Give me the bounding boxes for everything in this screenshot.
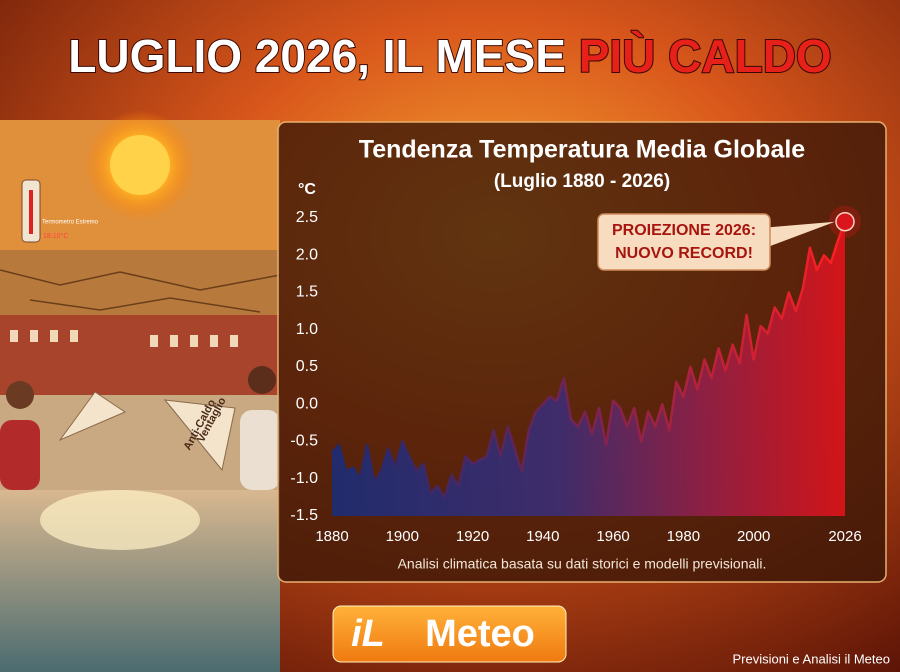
y-tick-label: 2.0 (296, 246, 318, 263)
callout-text: NUOVO RECORD! (615, 245, 753, 262)
record-point (835, 211, 855, 232)
logo-box (332, 605, 567, 663)
y-tick-label: 2.5 (296, 209, 318, 226)
callout-box (597, 213, 771, 271)
x-tick-label: 2000 (737, 528, 770, 545)
area (332, 221, 845, 516)
callout-pointer (760, 221, 835, 248)
logo-name: Meteo (425, 613, 535, 655)
photo (0, 110, 281, 672)
x-tick-label: 2026 (828, 528, 861, 545)
thermometer-reading: 18:10°C (43, 232, 68, 240)
callout-text: PROIEZIONE 2026: (612, 222, 756, 239)
y-tick-label: -0.5 (290, 433, 318, 450)
logo-prefix: iL (351, 613, 385, 655)
y-tick-label: -1.5 (290, 507, 318, 524)
title-highlight: PIÙ CALDO (579, 30, 832, 82)
x-tick-label: 1940 (526, 528, 559, 545)
title-main: LUGLIO 2026, IL MESE (68, 30, 566, 82)
page-title: LUGLIO 2026, IL MESE PIÙ CALDO (68, 30, 831, 82)
chart-title: Tendenza Temperatura Media Globale (359, 136, 805, 164)
y-tick-label: 0.0 (296, 395, 318, 412)
x-tick-label: 1900 (386, 528, 419, 545)
line (331, 221, 847, 499)
chart: Tendenza Temperatura Media Globale (Lugl… (290, 136, 861, 572)
y-tick-label: 0.5 (296, 358, 318, 375)
x-tick-label: 1960 (596, 528, 629, 545)
x-tick-label: 1980 (667, 528, 700, 545)
title-gap (566, 30, 579, 82)
x-tick-label: 1880 (315, 528, 348, 545)
thermometer-label: Termometro Estremo (42, 220, 99, 226)
y-axis-label: °C (298, 181, 316, 198)
footer: Previsioni e Analisi il Meteo (732, 651, 890, 666)
chart-subtitle: (Luglio 1880 - 2026) (494, 171, 670, 192)
x-tick-label: 1920 (456, 528, 489, 545)
chart-caption: Analisi climatica basata su dati storici… (398, 556, 767, 572)
y-tick-label: -1.0 (290, 470, 318, 487)
y-tick-label: 1.5 (296, 284, 318, 301)
y-tick-label: 1.0 (296, 321, 318, 338)
